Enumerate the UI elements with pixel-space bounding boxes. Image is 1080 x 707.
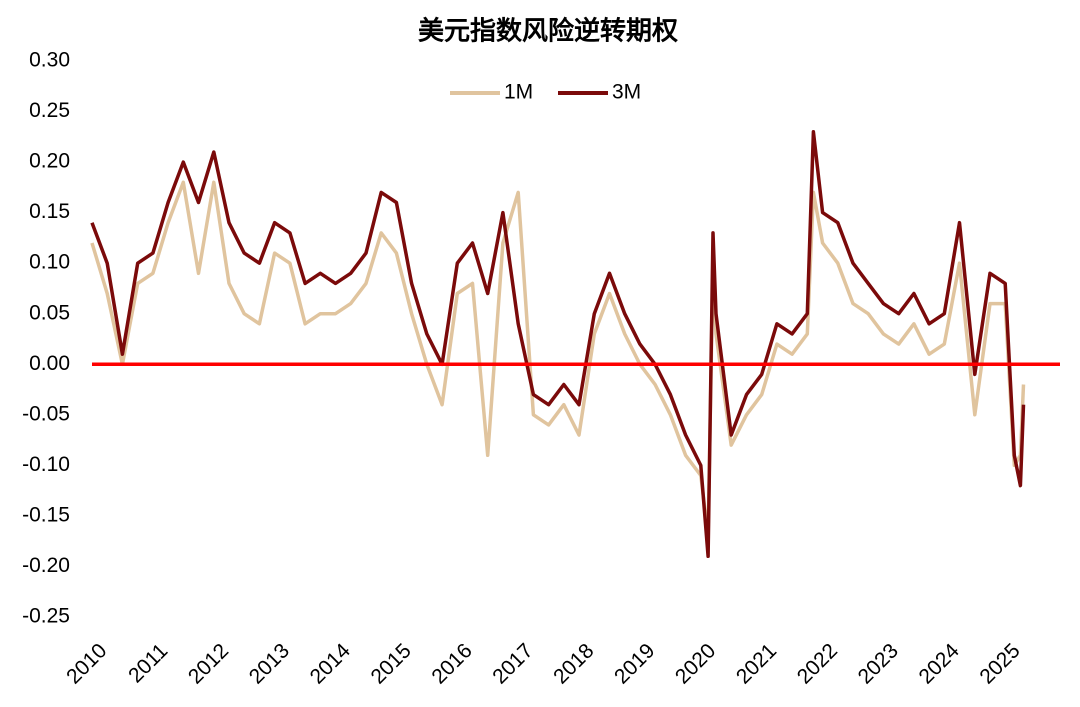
x-tick-label: 2022 <box>793 639 842 688</box>
y-tick-label: -0.25 <box>22 605 70 628</box>
legend-label: 3M <box>612 81 641 104</box>
x-tick-label: 2016 <box>427 639 476 688</box>
y-tick-label: 0.20 <box>29 150 70 173</box>
series-line <box>90 180 1026 538</box>
y-tick-label: 0.30 <box>29 49 70 72</box>
x-tick-label: 2023 <box>854 639 903 688</box>
x-tick-label: 2013 <box>245 639 294 688</box>
x-tick-label: 2012 <box>184 639 233 688</box>
x-tick-label: 2021 <box>732 639 781 688</box>
y-tick-label: -0.20 <box>22 554 70 577</box>
x-tick-label: 2014 <box>306 639 356 689</box>
x-tick-label: 2011 <box>124 639 172 687</box>
x-tick-label: 2025 <box>975 639 1024 688</box>
y-tick-label: 0.05 <box>29 301 70 324</box>
x-tick-label: 2024 <box>914 639 964 689</box>
series-line <box>90 130 1026 559</box>
x-tick-label: 2010 <box>62 639 111 688</box>
x-tick-label: 2017 <box>488 639 537 688</box>
y-tick-label: 0.25 <box>29 99 70 122</box>
x-tick-label: 2019 <box>610 639 659 688</box>
legend-label: 1M <box>504 81 533 104</box>
chart-title: 美元指数风险逆转期权 <box>418 16 678 47</box>
x-tick-label: 2018 <box>549 639 598 688</box>
y-tick-label: 0.15 <box>29 200 70 223</box>
y-tick-label: 0.00 <box>29 352 70 375</box>
y-tick-label: -0.10 <box>22 453 70 476</box>
y-tick-label: 0.10 <box>29 251 70 274</box>
y-tick-label: -0.05 <box>22 402 70 425</box>
x-tick-label: 2015 <box>367 639 416 688</box>
y-tick-label: -0.15 <box>22 503 70 526</box>
x-tick-label: 2020 <box>671 639 720 688</box>
